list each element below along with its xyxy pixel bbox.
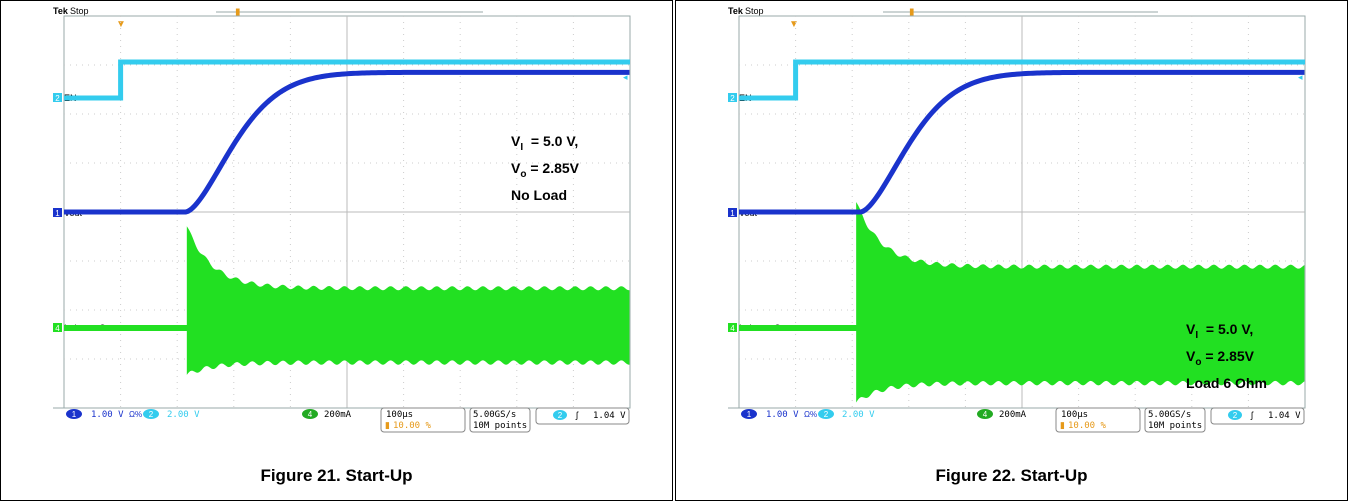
ch2-marker: 2 — [728, 93, 737, 103]
vout-trace — [739, 69, 1305, 215]
vout-trace — [64, 69, 630, 215]
level-arrow-icon: ◂ — [623, 72, 628, 82]
ch1-flag: Ω% — [129, 410, 142, 419]
en-trace — [739, 59, 1305, 101]
ch4-marker: 4 — [53, 323, 62, 333]
timebase: 100µs — [1061, 410, 1088, 420]
svg-text:1: 1 — [72, 410, 77, 419]
ch2-scale: 2.00 V — [842, 410, 875, 420]
level-arrow-icon: ◂ — [1298, 72, 1303, 82]
ch4-badge: 4 — [977, 409, 993, 419]
svg-text:2: 2 — [149, 410, 154, 419]
figure-22: Tek Stop ▮ ▼ 2 EN 1 Vout 4 Inductor Curr… — [675, 0, 1348, 501]
svg-text:2: 2 — [55, 94, 60, 103]
ch2-badge: 2 — [143, 409, 159, 419]
figure-21: Tek Stop ▮ ▼ 2 EN 1 Vout 4 Inductor Curr… — [0, 0, 673, 501]
ch1-flag: Ω% — [804, 410, 817, 419]
svg-text:4: 4 — [983, 410, 988, 419]
ch1-marker: 1 — [728, 208, 737, 218]
trigger-pos-icon: ▮ — [1060, 420, 1065, 430]
vi-value: = 5.0 V, — [1205, 321, 1254, 337]
en-trace — [64, 59, 630, 101]
svg-text:2: 2 — [558, 411, 563, 420]
svg-text:2: 2 — [824, 410, 829, 419]
vo-value: = 2.85V — [530, 159, 579, 176]
load-value: Load 6 Ohm — [1186, 374, 1267, 391]
ch1-marker: 1 — [53, 208, 62, 218]
trigger-level: 1.04 V — [1268, 411, 1301, 421]
vi-value: = 5.0 V, — [530, 133, 579, 149]
test-conditions: VI = 5.0 V, Vo = 2.85V No Load — [511, 131, 579, 206]
ch4-marker: 4 — [728, 323, 737, 333]
ch4-scale: 200mA — [999, 410, 1027, 420]
record-length: 10M points — [1148, 421, 1202, 431]
ch1-badge: 1 — [66, 409, 82, 419]
ch2-scale: 2.00 V — [167, 410, 200, 420]
ch1-badge: 1 — [741, 409, 757, 419]
brand-label: Tek — [728, 6, 744, 16]
load-value: No Load — [511, 186, 567, 203]
trigger-level: 1.04 V — [593, 411, 626, 421]
record-marker-icon: ▮ — [909, 7, 915, 18]
trigger-slope-icon: ʃ — [575, 410, 579, 420]
svg-text:2: 2 — [730, 94, 735, 103]
inductor-current-trace — [739, 202, 1305, 403]
trigger-channel-badge: 2 — [1228, 410, 1242, 420]
run-state-label: Stop — [70, 6, 89, 16]
ch2-marker: 2 — [53, 93, 62, 103]
figure-caption: Figure 21. Start-Up — [260, 466, 413, 485]
svg-text:4: 4 — [308, 410, 313, 419]
trigger-marker-icon: ▼ — [116, 19, 126, 30]
record-length: 10M points — [473, 421, 527, 431]
trigger-marker-icon: ▼ — [789, 19, 799, 30]
test-conditions: VI = 5.0 V, Vo = 2.85V Load 6 Ohm — [1186, 319, 1267, 394]
ch1-scale: 1.00 V — [91, 410, 124, 420]
sample-rate: 5.00GS/s — [1148, 410, 1191, 420]
trigger-pos-icon: ▮ — [385, 420, 390, 430]
ch2-badge: 2 — [818, 409, 834, 419]
svg-text:1: 1 — [55, 209, 60, 218]
brand-label: Tek — [53, 6, 69, 16]
scope-screen: Tek Stop ▮ ▼ 2 EN 1 Vout 4 Inductor Curr… — [728, 6, 1306, 433]
svg-text:2: 2 — [1233, 411, 1238, 420]
trigger-position: 10.00 % — [393, 421, 432, 431]
trigger-position: 10.00 % — [1068, 421, 1107, 431]
sample-rate: 5.00GS/s — [473, 410, 516, 420]
ch1-scale: 1.00 V — [766, 410, 799, 420]
ch4-scale: 200mA — [324, 410, 352, 420]
record-marker-icon: ▮ — [235, 7, 241, 18]
svg-text:4: 4 — [730, 324, 735, 333]
inductor-current-trace — [64, 226, 630, 375]
figure-caption: Figure 22. Start-Up — [935, 466, 1088, 485]
trigger-channel-badge: 2 — [553, 410, 567, 420]
svg-text:4: 4 — [55, 324, 60, 333]
svg-text:1: 1 — [730, 209, 735, 218]
timebase: 100µs — [386, 410, 413, 420]
trigger-slope-icon: ʃ — [1250, 410, 1254, 420]
svg-text:1: 1 — [747, 410, 752, 419]
scope-screen: Tek Stop ▮ ▼ 2 EN 1 Vout 4 Inductor Curr… — [53, 6, 631, 433]
vo-value: = 2.85V — [1205, 347, 1254, 364]
run-state-label: Stop — [745, 6, 764, 16]
ch4-badge: 4 — [302, 409, 318, 419]
